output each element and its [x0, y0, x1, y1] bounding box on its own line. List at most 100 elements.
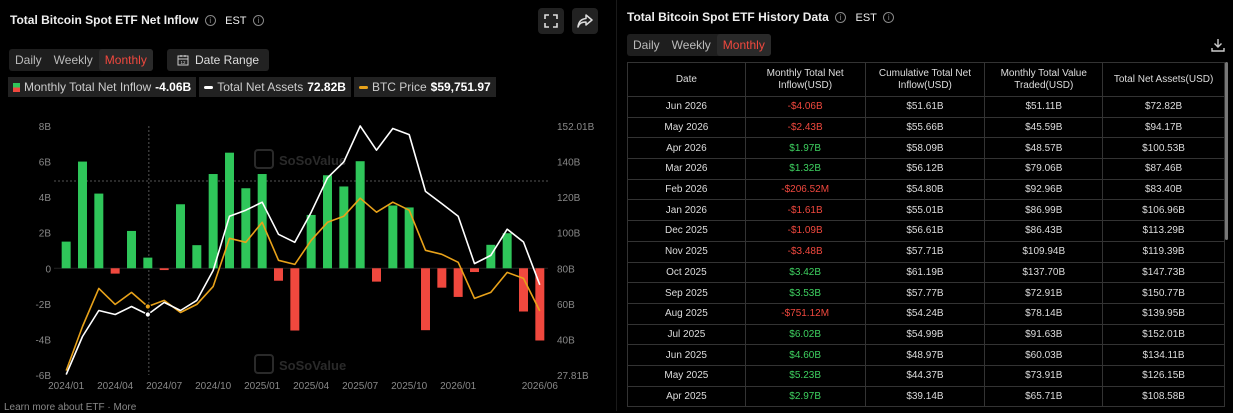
table-row[interactable]: Apr 2025 $2.97B $39.14B $65.71B $108.58B: [627, 385, 1225, 408]
cell-cumulative: $55.66B: [864, 116, 986, 139]
assets-swatch-icon: [204, 85, 214, 89]
cell-inflow: -$2.43B: [744, 116, 866, 139]
table-row[interactable]: Jul 2025 $6.02B $54.99B $91.63B $152.01B: [627, 323, 1225, 346]
table-row[interactable]: Oct 2025 $3.42B $61.19B $137.70B $147.73B: [627, 261, 1225, 284]
cell-cumulative: $48.97B: [864, 344, 986, 366]
history-period-tabs: Daily Weekly Monthly: [627, 34, 771, 56]
history-tab-daily[interactable]: Daily: [633, 38, 660, 52]
cell-assets: $83.40B: [1102, 178, 1225, 201]
cell-cumulative: $54.24B: [864, 302, 986, 325]
table-row[interactable]: Feb 2026 -$206.52M $54.80B $92.96B $83.40B: [627, 178, 1225, 201]
btc-price-line: [65, 197, 541, 371]
col-cumulative-inflow[interactable]: Cumulative Total Net Inflow(USD): [864, 62, 986, 97]
history-timezone-info-icon[interactable]: i: [883, 12, 895, 23]
tab-monthly[interactable]: Monthly: [98, 49, 153, 71]
cell-inflow: -$1.61B: [744, 199, 866, 222]
cell-inflow: -$3.48B: [744, 240, 866, 263]
col-date[interactable]: Date: [627, 62, 746, 97]
inflow-bar: [257, 174, 267, 269]
legend-assets[interactable]: Total Net Assets 72.82B: [199, 77, 351, 97]
cell-inflow: $1.32B: [744, 158, 866, 180]
col-value-traded[interactable]: Monthly Total Value Traded(USD): [984, 62, 1104, 97]
right-axis-tick: 60B: [557, 300, 575, 311]
table-row[interactable]: Sep 2025 $3.53B $57.77B $72.91B $150.77B: [627, 282, 1225, 304]
inflow-bar: [110, 268, 120, 274]
info-icon[interactable]: i: [204, 15, 216, 26]
col-monthly-inflow[interactable]: Monthly Total Net Inflow(USD): [744, 62, 866, 97]
cell-traded: $45.59B: [984, 116, 1104, 139]
x-axis-tick: 2024/01: [48, 381, 85, 392]
cell-assets: $134.11B: [1102, 344, 1225, 366]
legend-price-label: BTC Price: [371, 80, 427, 94]
cell-date: Oct 2025: [627, 261, 746, 284]
inflow-bar: [437, 268, 447, 288]
inflow-bar: [486, 244, 496, 269]
timezone-info-icon[interactable]: i: [252, 15, 264, 26]
col-net-assets[interactable]: Total Net Assets(USD): [1102, 62, 1225, 97]
date-range-button[interactable]: 12 Date Range: [167, 49, 270, 71]
chart-title-text: Total Bitcoin Spot ETF Net Inflow: [10, 13, 199, 27]
price-swatch-icon: [358, 85, 368, 89]
cell-inflow: -$206.52M: [744, 178, 866, 201]
table-row[interactable]: May 2026 -$2.43B $55.66B $45.59B $94.17B: [627, 116, 1225, 139]
table-row[interactable]: Jun 2025 $4.60B $48.97B $60.03B $134.11B: [627, 344, 1225, 366]
period-tabs: Daily Weekly Monthly: [9, 49, 153, 71]
table-row[interactable]: Jun 2026 -$4.06B $51.61B $51.11B $72.82B: [627, 96, 1225, 118]
cell-assets: $147.73B: [1102, 261, 1225, 284]
panel-divider: [616, 0, 617, 411]
legend-price[interactable]: BTC Price $59,751.97: [353, 77, 496, 97]
tab-weekly[interactable]: Weekly: [53, 53, 93, 67]
net-inflow-chart[interactable]: SoSoValue SoSoValue 8B 6B 4B 2B 0 -2B -4B -6B 152…: [0, 105, 614, 405]
watermark-logo-icon: [254, 354, 274, 374]
share-button[interactable]: [572, 8, 598, 34]
cell-traded: $92.96B: [984, 178, 1104, 201]
table-scrollbar[interactable]: [1225, 62, 1228, 240]
svg-text:12: 12: [180, 60, 186, 65]
watermark-text: SoSoValue: [279, 153, 346, 168]
cell-traded: $86.43B: [984, 220, 1104, 242]
inflow-bar: [519, 268, 528, 312]
cell-assets: $100.53B: [1102, 137, 1225, 160]
footer-text[interactable]: Learn more about ETF · More: [4, 402, 137, 413]
cell-assets: $94.17B: [1102, 116, 1225, 139]
inflow-bar: [176, 204, 185, 269]
cell-inflow: $1.97B: [744, 137, 866, 160]
cell-traded: $60.03B: [984, 344, 1104, 366]
history-tab-weekly[interactable]: Weekly: [671, 38, 711, 52]
timezone-label: EST: [225, 15, 247, 27]
cell-date: Jan 2026: [627, 199, 746, 222]
table-row[interactable]: Dec 2025 -$1.09B $56.61B $86.43B $113.29B: [627, 220, 1225, 242]
cell-date: Nov 2025: [627, 240, 746, 263]
legend-inflow-label: Monthly Total Net Inflow: [24, 80, 152, 94]
cell-assets: $113.29B: [1102, 220, 1225, 242]
inflow-bar: [159, 268, 169, 271]
inflow-bar: [339, 186, 349, 269]
table-row[interactable]: Apr 2026 $1.97B $58.09B $48.57B $100.53B: [627, 137, 1225, 160]
fullscreen-button[interactable]: [538, 8, 564, 34]
legend-inflow[interactable]: Monthly Total Net Inflow -4.06B: [8, 77, 197, 97]
table-row[interactable]: Nov 2025 -$3.48B $57.71B $109.94B $119.39B: [627, 240, 1225, 263]
table-row[interactable]: Jan 2026 -$1.61B $55.01B $86.99B $106.96B: [627, 199, 1225, 222]
x-axis-tick: 2026/06: [522, 381, 559, 392]
inflow-bar: [192, 245, 202, 269]
history-info-icon[interactable]: i: [835, 12, 847, 23]
cell-traded: $72.91B: [984, 282, 1104, 304]
cell-date: Dec 2025: [627, 220, 746, 242]
cell-inflow: $2.97B: [744, 385, 866, 408]
table-row[interactable]: May 2025 $5.23B $44.37B $73.91B $126.15B: [627, 364, 1225, 387]
download-button[interactable]: [1211, 38, 1225, 57]
inflow-bar: [143, 257, 153, 269]
inflow-bar: [470, 268, 479, 273]
table-row[interactable]: Aug 2025 -$751.12M $54.24B $78.14B $139.95B: [627, 302, 1225, 325]
history-tab-monthly[interactable]: Monthly: [716, 34, 771, 56]
cell-cumulative: $56.12B: [864, 158, 986, 180]
chart-legend: Monthly Total Net Inflow -4.06B Total Ne…: [8, 77, 496, 97]
fullscreen-icon: [544, 14, 558, 28]
tab-daily[interactable]: Daily: [15, 53, 42, 67]
share-icon: [577, 14, 593, 28]
x-axis-tick: 2026/01: [440, 381, 477, 392]
table-row[interactable]: Mar 2026 $1.32B $56.12B $79.06B $87.46B: [627, 158, 1225, 180]
cell-traded: $79.06B: [984, 158, 1104, 180]
inflow-bar: [94, 193, 104, 269]
inflow-bar: [355, 161, 365, 269]
